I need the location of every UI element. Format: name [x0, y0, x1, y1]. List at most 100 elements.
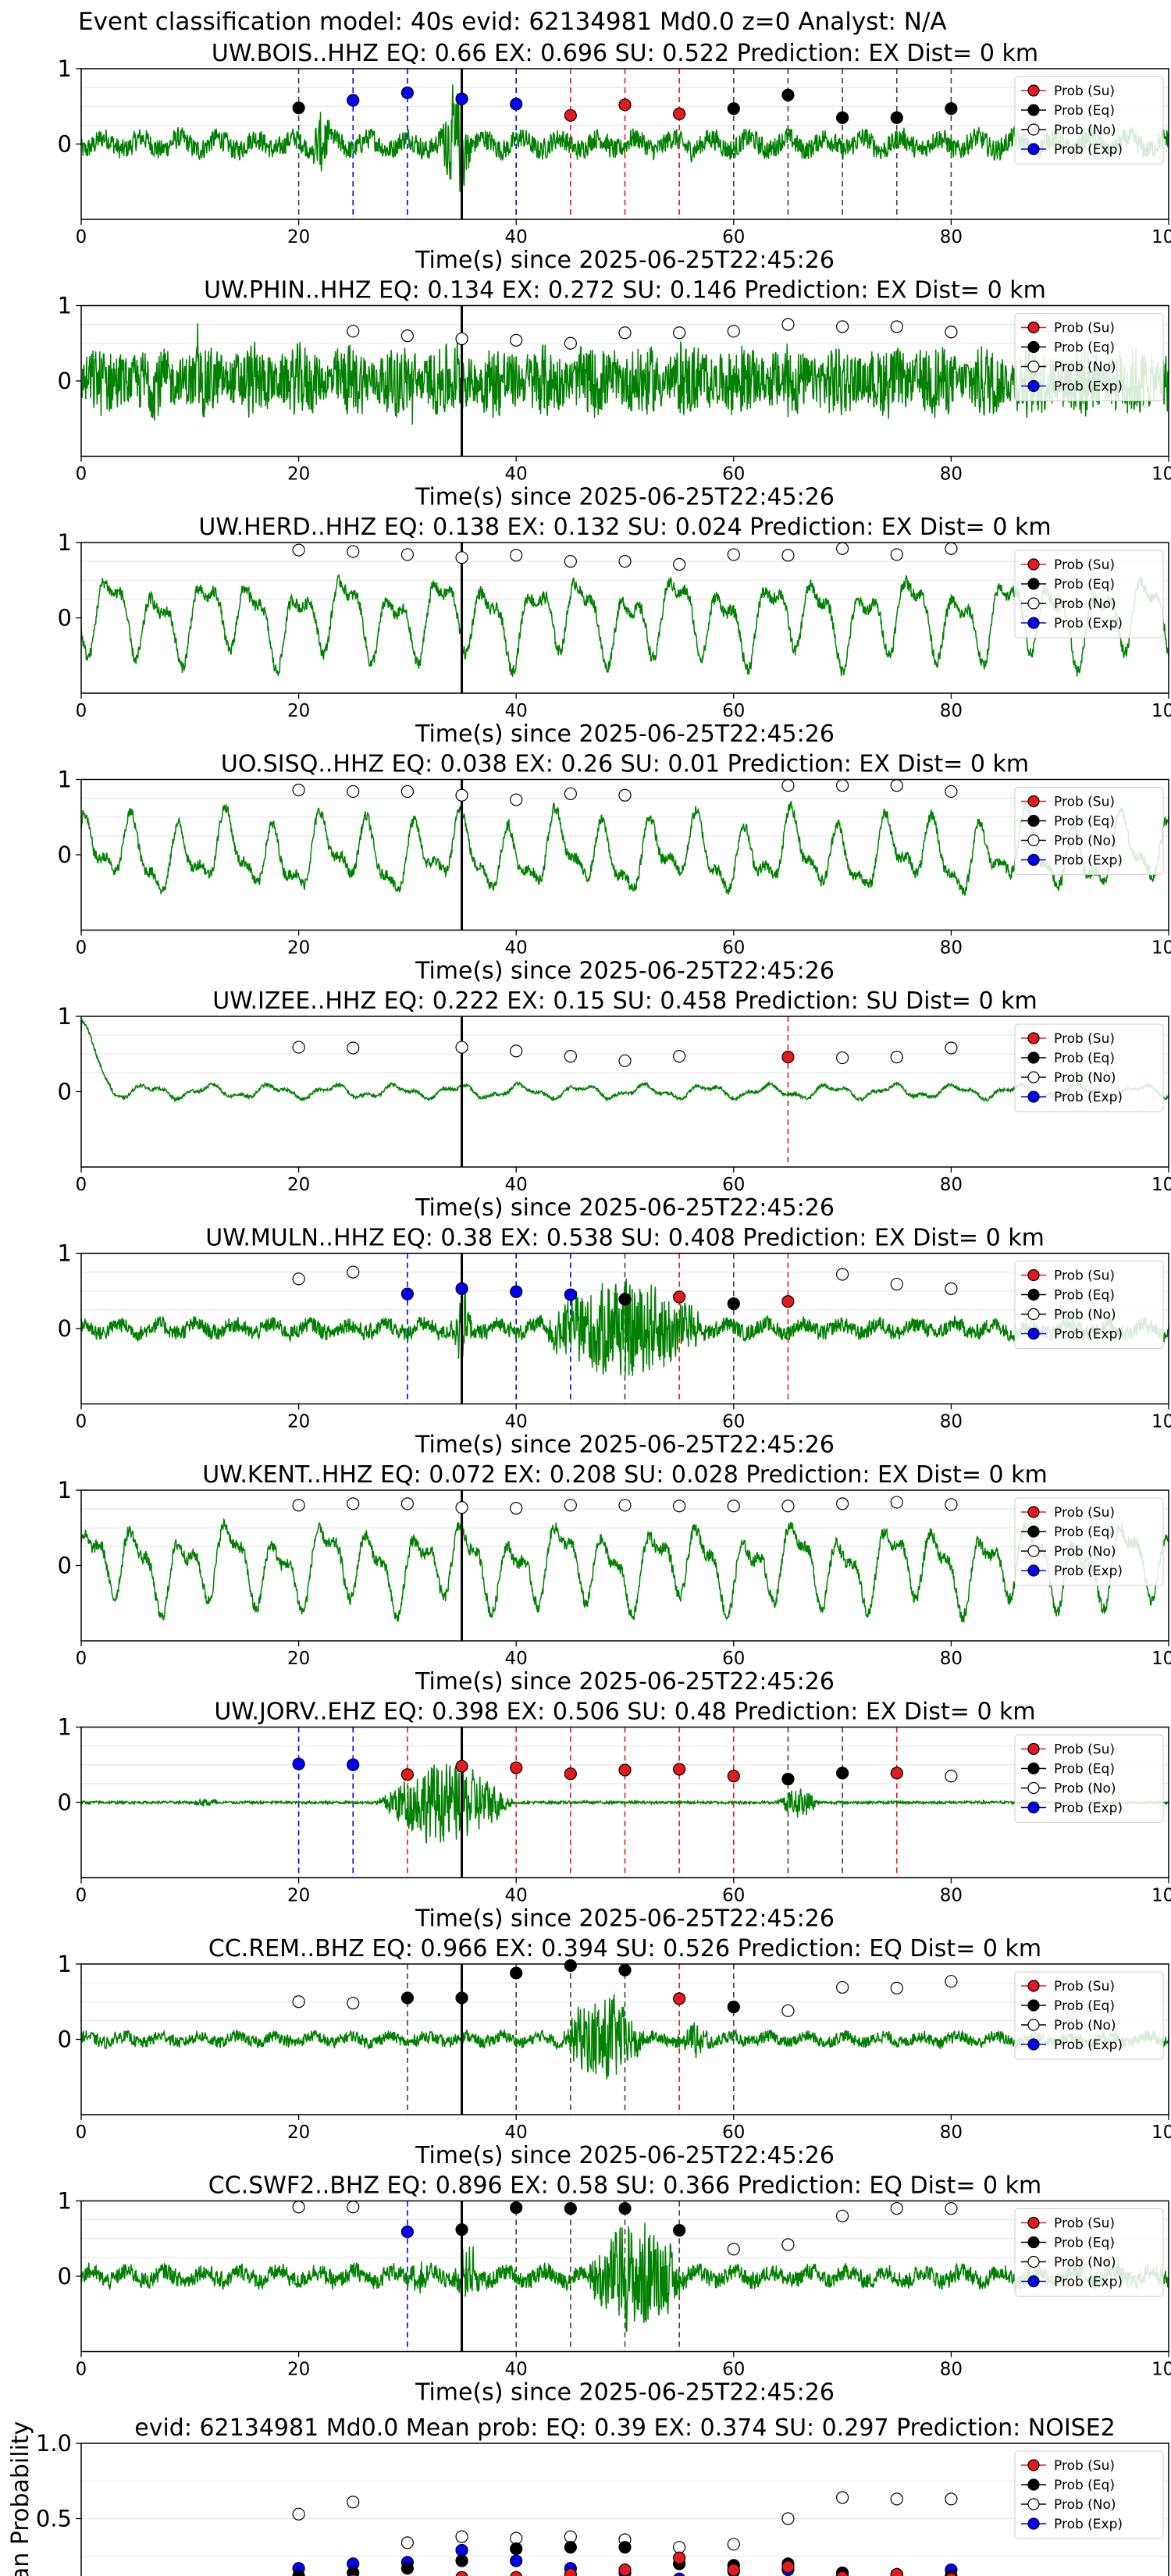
legend-marker-su: [1027, 558, 1040, 571]
x-tick-label: 40: [505, 464, 528, 485]
y-tick-label: 0: [58, 131, 72, 158]
mean-prob-point-su: [836, 2571, 849, 2576]
legend-marker-eq: [1027, 104, 1040, 116]
x-axis-label: Time(s) since 2025-06-25T22:45:26: [415, 2142, 835, 2169]
prob-point-no: [564, 1050, 577, 1063]
legend-label: Prob (Exp): [1054, 616, 1123, 632]
station-panel-4: UO.SISQ..HHZ EQ: 0.038 EX: 0.26 SU: 0.01…: [58, 751, 1171, 985]
prob-point-no: [945, 785, 958, 799]
x-tick-label: 0: [76, 1649, 87, 1669]
x-tick-label: 20: [287, 227, 310, 247]
x-axis-label: Time(s) since 2025-06-25T22:45:26: [415, 958, 835, 985]
legend-label: Prob (Eq): [1054, 814, 1115, 830]
plot-area: [81, 779, 1169, 930]
legend-marker-exp: [1027, 379, 1040, 393]
prob-point-no: [618, 788, 632, 802]
prob-point-no: [455, 1041, 468, 1054]
station-panel-3: UW.HERD..HHZ EQ: 0.138 EX: 0.132 SU: 0.0…: [58, 514, 1171, 748]
prob-point-su: [673, 1290, 686, 1304]
x-tick-label: 40: [505, 1649, 528, 1669]
x-tick-label: 100: [1151, 938, 1171, 959]
prob-point-eq: [618, 1293, 632, 1306]
waveform-trace: [81, 1994, 1169, 2080]
prob-point-eq: [564, 1959, 577, 1973]
mean-prob-point-eq: [510, 2542, 523, 2556]
legend-marker-eq: [1027, 2236, 1040, 2249]
prob-point-exp: [292, 1757, 305, 1770]
panel-title: UW.BOIS..HHZ EQ: 0.66 EX: 0.696 SU: 0.52…: [212, 40, 1038, 67]
y-axis-label: Mean Probability: [7, 2421, 34, 2576]
x-tick-label: 80: [940, 1412, 963, 1432]
x-tick-label: 80: [940, 1886, 963, 1906]
y-tick-label: 0: [58, 841, 72, 868]
station-panel-6: UW.MULN..HHZ EQ: 0.38 EX: 0.538 SU: 0.40…: [58, 1225, 1171, 1459]
legend-marker-eq: [1027, 1999, 1040, 2012]
prob-point-no: [292, 783, 305, 797]
prob-point-no: [890, 1496, 903, 1509]
prob-point-no: [781, 2004, 795, 2017]
mean-prob-point-su: [510, 2571, 523, 2576]
mean-prob-point-eq: [618, 2541, 632, 2554]
prob-point-no: [400, 1497, 415, 1510]
prob-point-no: [945, 1975, 958, 1988]
mean-prob-point-no: [727, 2538, 740, 2551]
legend-box: [1014, 550, 1164, 639]
legend-label: Prob (No): [1054, 360, 1116, 375]
prob-point-eq: [510, 1966, 523, 1980]
legend-marker-eq: [1027, 1525, 1040, 1538]
legend-label: Prob (Eq): [1054, 1051, 1115, 1066]
mean-prob-point-su: [890, 2567, 903, 2576]
y-tick-label: 1: [58, 1477, 72, 1503]
x-tick-label: 100: [1151, 1412, 1171, 1432]
mean-prob-point-su: [945, 2572, 957, 2576]
legend-marker-eq: [1027, 1762, 1040, 1775]
x-tick-label: 80: [940, 701, 963, 721]
legend-label: Prob (Su): [1054, 2458, 1115, 2474]
prob-point-su: [400, 1768, 415, 1781]
prob-point-su: [673, 1992, 686, 2005]
x-tick-label: 60: [722, 1175, 745, 1195]
prob-point-exp: [347, 1758, 360, 1771]
x-tick-label: 80: [940, 2122, 963, 2143]
prob-point-no: [673, 326, 686, 340]
prob-point-no: [510, 1044, 523, 1058]
mean-prob-point-su: [564, 2567, 577, 2576]
x-tick-label: 40: [505, 2122, 528, 2143]
prob-point-eq: [455, 1991, 468, 2005]
prob-point-eq: [673, 2224, 686, 2237]
prob-point-no: [292, 2201, 305, 2214]
prob-point-eq: [835, 111, 849, 124]
x-axis-label: Time(s) since 2025-06-25T22:45:26: [415, 1668, 835, 1695]
mean-probability-panel: evid: 62134981 Md0.0 Mean prob: EQ: 0.39…: [7, 2414, 1169, 2576]
prob-point-su: [564, 1767, 577, 1781]
station-panel-10: CC.SWF2..BHZ EQ: 0.896 EX: 0.58 SU: 0.36…: [58, 2172, 1171, 2407]
y-tick-label: 0: [58, 605, 72, 632]
prob-point-no: [781, 549, 795, 562]
prob-point-no: [455, 1501, 468, 1514]
prob-point-no: [455, 551, 468, 564]
waveform-trace: [81, 1517, 1169, 1623]
legend-marker-no: [1027, 2019, 1040, 2031]
panel-title: CC.SWF2..BHZ EQ: 0.896 EX: 0.58 SU: 0.36…: [208, 2172, 1041, 2200]
prob-point-no: [347, 1041, 360, 1055]
x-tick-label: 20: [287, 1886, 310, 1906]
prob-point-no: [781, 1500, 795, 1513]
legend-box: [1014, 1497, 1164, 1586]
legend-label: Prob (Eq): [1054, 2478, 1115, 2493]
prob-point-no: [945, 1282, 958, 1295]
legend-label: Prob (Su): [1054, 84, 1115, 99]
prob-point-no: [618, 1054, 632, 1068]
mean-prob-point-su: [781, 2560, 795, 2574]
x-tick-label: 100: [1151, 464, 1171, 485]
legend-label: Prob (No): [1054, 1070, 1116, 1086]
prob-point-no: [835, 779, 849, 792]
mean-prob-point-eq: [400, 2562, 415, 2575]
x-tick-label: 0: [76, 701, 87, 721]
waveform-trace: [81, 1278, 1169, 1376]
legend-marker-eq: [1027, 2478, 1040, 2491]
x-tick-label: 40: [505, 227, 528, 247]
y-tick-label: 1.0: [36, 2430, 72, 2457]
prob-point-no: [292, 1272, 305, 1286]
prob-point-no: [564, 787, 577, 800]
prob-point-no: [945, 542, 958, 555]
